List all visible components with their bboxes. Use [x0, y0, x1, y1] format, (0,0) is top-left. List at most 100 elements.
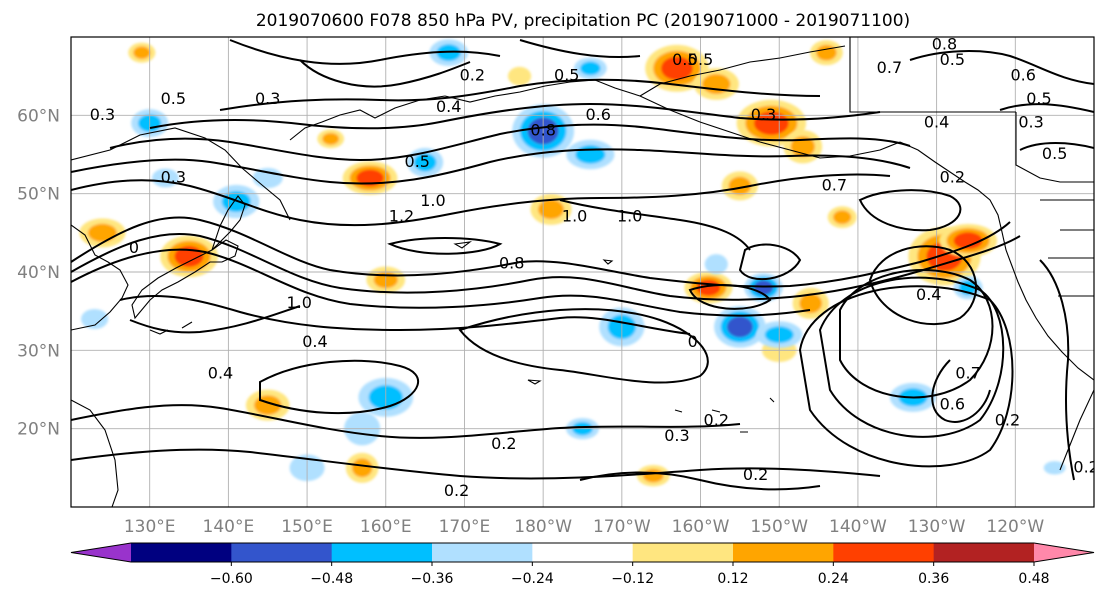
- pv-contour-label: 0.5: [940, 50, 965, 69]
- precip-pc-cell: [939, 223, 998, 258]
- longitude-tick-label: 150°E: [281, 517, 333, 537]
- pv-contour-label: 1.2: [389, 207, 414, 226]
- precip-pc-contour-fill: [351, 458, 373, 478]
- colorbar-tick-label: −0.60: [210, 571, 253, 587]
- latitude-tick-label: 40°N: [17, 263, 60, 283]
- longitude-tick-label: 160°E: [360, 517, 412, 537]
- precip-pc-contour-fill: [356, 169, 384, 187]
- precipitation-colorbar: −0.60 −0.48 −0.36 −0.24 −0.12 0.12 0.24 0.36 0.4…: [70, 542, 1095, 587]
- colorbar-segment: [833, 543, 935, 562]
- colorbar-extend-min-arrow: [71, 543, 131, 562]
- pv-contour-label: 0.2: [743, 465, 768, 484]
- precip-pc-cell: [783, 129, 823, 164]
- pv-contour-label: 0.6: [586, 105, 611, 124]
- colorbar-segment: [933, 543, 1035, 562]
- pv-contour-label: 0.6: [940, 395, 965, 414]
- pv-contour-label: 0.3: [1018, 113, 1043, 132]
- pv-contour-label: 0.5: [405, 152, 430, 171]
- precip-pc-contour-fill: [704, 254, 728, 275]
- lat-lon-gridlines: [71, 37, 1094, 507]
- precip-pc-cell: [566, 139, 615, 170]
- precip-pc-contour-fill: [507, 66, 532, 86]
- precip-pc-cell: [160, 235, 218, 278]
- pv-contour-label: 0: [688, 332, 698, 351]
- colorbar-segment: [131, 543, 232, 562]
- precip-pc-contour-fill: [1043, 461, 1066, 475]
- longitude-tick-label: 170°W: [593, 517, 651, 537]
- precip-pc-cell: [342, 161, 398, 195]
- colorbar-tick-label: −0.12: [611, 571, 654, 587]
- colorbar-segment: [532, 543, 634, 562]
- pv-contour-label: 0.5: [688, 50, 713, 69]
- longitude-tick-label: 120°W: [986, 517, 1044, 537]
- colorbar-tick-label: 0.36: [918, 571, 949, 587]
- precip-pc-cell: [714, 305, 766, 348]
- precip-pc-cell: [1043, 461, 1066, 475]
- colorbar-outline: [70, 542, 1095, 563]
- latitude-tick-label: 60°N: [17, 106, 60, 126]
- pv-contour-label: 0.2: [995, 410, 1020, 429]
- pv-contour-label: 0.5: [1026, 89, 1051, 108]
- precip-pc-contour-fill: [816, 44, 837, 61]
- latitude-tick-label: 30°N: [17, 341, 60, 361]
- latitude-tick-label: 50°N: [17, 185, 60, 205]
- precip-pc-contour-fill: [413, 153, 437, 172]
- precip-pc-cell: [79, 218, 126, 248]
- longitude-tick-labels: 130°E 140°E 150°E 160°E 170°E 180°W 170°W 160°W…: [124, 517, 1045, 537]
- latitude-tick-label: 20°N: [17, 420, 60, 440]
- precip-pc-contour-fill: [833, 210, 852, 224]
- pv-contour-labels: 0.4 0.4 1.0 1.0 0.5 1.2 0.8 1.0 1.0 0.3 0.3 0.5 0.3 0…: [90, 34, 1098, 500]
- pv-contour-label: 0.8: [530, 121, 555, 140]
- precip-pc-contour-fill: [728, 176, 752, 195]
- longitude-tick-label: 140°E: [203, 517, 255, 537]
- colorbar-segment: [733, 543, 834, 562]
- precip-pc-cell: [704, 254, 728, 275]
- precip-pc-contour-fill: [643, 468, 664, 483]
- pv-contour-label: 0.5: [672, 50, 697, 69]
- pv-contour-label: 1.0: [562, 207, 587, 226]
- colorbar-segment: [231, 543, 333, 562]
- pv-contour-label: 0.5: [554, 66, 579, 85]
- longitude-tick-label: 140°W: [829, 517, 887, 537]
- longitude-tick-label: 180°W: [514, 517, 572, 537]
- map-frame: [70, 36, 1095, 508]
- pv-contour-label: 0.6: [1010, 66, 1035, 85]
- pv-contour-label: 0.4: [208, 363, 233, 382]
- pv-contour-label: 0.7: [955, 363, 980, 382]
- precip-pc-cell: [345, 452, 379, 483]
- pv-contour-label: 0.2: [940, 168, 965, 187]
- latitude-tick-labels: 20°N 30°N 40°N 50°N 60°N: [17, 106, 60, 439]
- pv-contour-label: 0.5: [1042, 144, 1067, 163]
- colorbar-segment: [432, 543, 533, 562]
- pv-contour-label: 0.4: [916, 285, 941, 304]
- longitude-tick-label: 150°W: [750, 517, 808, 537]
- pv-contour-label: 1.0: [420, 191, 445, 210]
- precip-pc-contour-fill: [754, 111, 789, 135]
- pv-contour-label: 0.5: [161, 89, 186, 108]
- pv-contour-label: 0.7: [822, 175, 847, 194]
- colorbar-tick-label: 0.12: [717, 571, 748, 587]
- precip-pc-contour-fill: [753, 280, 774, 295]
- pv-contour-label: 0.2: [1073, 457, 1098, 476]
- pv-contours: [71, 39, 1094, 491]
- longitude-tick-label: 130°W: [908, 517, 966, 537]
- pv-contour-label: 0.2: [460, 66, 485, 85]
- pv-contour-label: 0.3: [751, 105, 776, 124]
- pv-contour-label: 0.3: [90, 105, 115, 124]
- colorbar-segment: [632, 543, 734, 562]
- precip-pc-contour-fill: [580, 61, 601, 76]
- precip-pc-cell: [684, 271, 733, 304]
- colorbar-segment: [331, 543, 433, 562]
- precip-pc-cell: [128, 42, 156, 63]
- pv-contour-label: 0.7: [877, 58, 902, 77]
- pv-contour-label: 0.8: [499, 254, 524, 273]
- pv-contour-label: 0.8: [932, 34, 957, 53]
- pv-contour-label: 0: [129, 238, 139, 257]
- precip-pc-contour-fill: [133, 46, 151, 59]
- map-panel: 0.4 0.4 1.0 1.0 0.5 1.2 0.8 1.0 1.0 0.3 0.3 0.5 0.3 0…: [70, 34, 1098, 508]
- colorbar-tick-label: 0.48: [1018, 571, 1049, 587]
- precip-pc-cell: [827, 206, 857, 229]
- pv-contour-label: 1.0: [617, 207, 642, 226]
- precip-pc-contour-fill: [726, 316, 753, 338]
- precip-pc-contour-fill: [661, 56, 693, 81]
